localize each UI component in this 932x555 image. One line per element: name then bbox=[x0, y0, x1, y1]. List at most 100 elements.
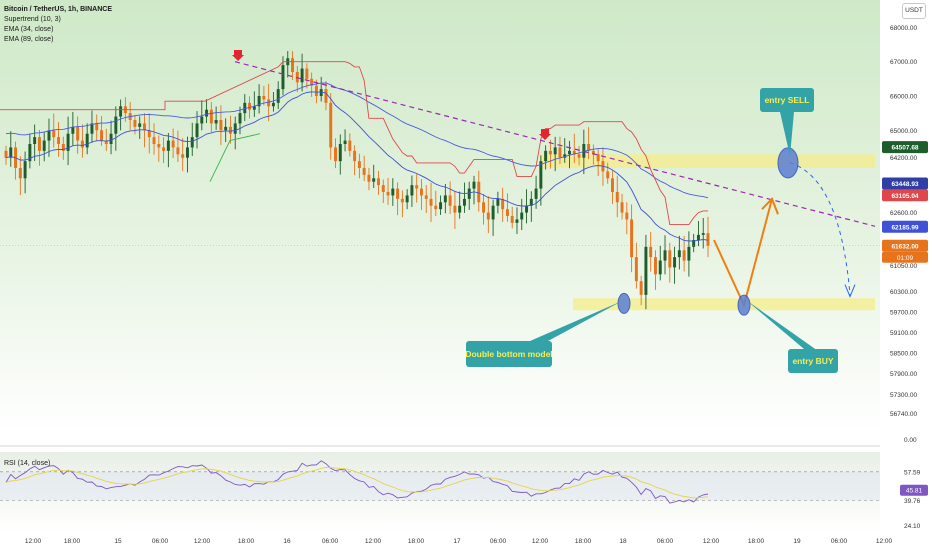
candle-body bbox=[119, 106, 123, 117]
price-label-text: 63448.93 bbox=[891, 181, 918, 188]
y-axis-tick: 67000.00 bbox=[890, 59, 917, 66]
candle-body bbox=[214, 120, 218, 124]
candle-body bbox=[491, 205, 495, 220]
supertrend-up-line bbox=[209, 133, 261, 182]
candle-body bbox=[205, 109, 209, 117]
candle-body bbox=[257, 96, 261, 107]
candle-body bbox=[185, 147, 189, 158]
candle-body bbox=[243, 102, 247, 114]
candle-body bbox=[176, 147, 180, 155]
y-axis-tick: 61050.00 bbox=[890, 263, 917, 270]
x-axis-tick: 18:00 bbox=[238, 538, 255, 545]
candle-body bbox=[195, 123, 199, 138]
price-axis-background bbox=[880, 0, 932, 550]
entry-sell-callout-box bbox=[760, 88, 814, 112]
candle-body bbox=[334, 147, 337, 162]
double-bottom-callout-pointer bbox=[530, 301, 622, 341]
candle-body bbox=[577, 154, 581, 158]
candle-body bbox=[419, 188, 423, 196]
candle-body bbox=[587, 144, 591, 151]
candle-body bbox=[338, 144, 342, 162]
candle-body bbox=[262, 96, 266, 100]
candle-body bbox=[510, 216, 514, 223]
candle-body bbox=[300, 68, 304, 83]
x-axis-tick: 06:00 bbox=[152, 538, 169, 545]
candle-body bbox=[276, 89, 280, 103]
rsi-axis-tick: 39.76 bbox=[904, 498, 921, 505]
candle-body bbox=[658, 260, 662, 275]
candle-body bbox=[467, 188, 471, 199]
candle-body bbox=[486, 212, 490, 220]
currency-unit-button[interactable]: USDT bbox=[902, 3, 926, 19]
double-bottom-callout-box bbox=[466, 341, 552, 367]
y-axis-tick: 60300.00 bbox=[890, 289, 917, 296]
candle-body bbox=[281, 65, 285, 90]
candle-body bbox=[47, 130, 51, 141]
candle-body bbox=[391, 188, 395, 196]
candle-body bbox=[553, 147, 557, 155]
rsi-band bbox=[0, 471, 880, 501]
candle-body bbox=[477, 181, 481, 203]
candle-body bbox=[52, 130, 56, 138]
candle-body bbox=[663, 250, 667, 261]
candle-body bbox=[28, 144, 32, 162]
drop-projection-arrowhead bbox=[844, 284, 856, 298]
candle-body bbox=[147, 130, 151, 138]
price-label-tag bbox=[882, 239, 928, 252]
candle-body bbox=[166, 140, 170, 151]
price-label-text: 64507.68 bbox=[891, 145, 918, 152]
drop-projection-path bbox=[789, 162, 851, 295]
candle-body bbox=[515, 219, 519, 223]
candle-body bbox=[630, 219, 634, 258]
candle-body bbox=[496, 198, 500, 206]
candle-body bbox=[61, 144, 65, 151]
candle-body bbox=[291, 58, 295, 72]
legend-ema34[interactable]: EMA (34, close) bbox=[4, 26, 54, 33]
candle-body bbox=[439, 202, 443, 210]
candle-body bbox=[687, 246, 691, 261]
candle-body bbox=[37, 137, 41, 151]
candle-body bbox=[696, 234, 700, 240]
candle-body bbox=[415, 185, 419, 189]
candle-body bbox=[405, 195, 409, 203]
entry-sell-callout-pointer bbox=[780, 112, 794, 156]
candle-body bbox=[90, 123, 94, 134]
rsi-line bbox=[5, 460, 709, 504]
candle-body bbox=[9, 147, 13, 158]
candle-body bbox=[596, 154, 600, 162]
buy-point-marker bbox=[737, 294, 751, 316]
entry-buy-callout-box bbox=[788, 349, 838, 373]
candle-body bbox=[100, 130, 103, 141]
symbol-title[interactable]: Bitcoin / TetherUS, 1h, BINANCE bbox=[4, 6, 112, 13]
y-axis-tick: 57300.00 bbox=[890, 392, 917, 399]
entry-buy-callout: entry BUY bbox=[746, 300, 838, 373]
candle-body bbox=[644, 246, 648, 295]
candle-body bbox=[209, 109, 213, 124]
candle-body bbox=[568, 150, 571, 155]
rsi-current-text: 45.81 bbox=[906, 488, 923, 495]
candle-body bbox=[138, 123, 142, 127]
candle-body bbox=[152, 137, 156, 144]
candle-body bbox=[682, 250, 686, 261]
candle-body bbox=[238, 113, 242, 124]
candle-body bbox=[462, 198, 466, 206]
candle-body bbox=[472, 181, 476, 189]
rsi-legend[interactable]: RSI (14, close) bbox=[4, 460, 51, 467]
double-bottom-callout: Double bottom model bbox=[465, 301, 622, 367]
candle-body bbox=[606, 171, 610, 179]
candle-body bbox=[424, 195, 428, 199]
x-axis-tick: 17 bbox=[453, 538, 461, 545]
candle-body bbox=[429, 198, 433, 206]
y-axis-tick: 66000.00 bbox=[890, 94, 917, 101]
sell-point-marker bbox=[777, 147, 799, 179]
legend-ema89[interactable]: EMA (89, close) bbox=[4, 36, 54, 43]
candle-body bbox=[353, 150, 357, 162]
candle-body bbox=[71, 126, 75, 134]
legend-supertrend[interactable]: Supertrend (10, 3) bbox=[4, 16, 61, 23]
candle-body bbox=[529, 198, 533, 206]
candle-body bbox=[372, 178, 376, 182]
candles-group bbox=[4, 51, 710, 310]
candle-body bbox=[305, 68, 309, 79]
